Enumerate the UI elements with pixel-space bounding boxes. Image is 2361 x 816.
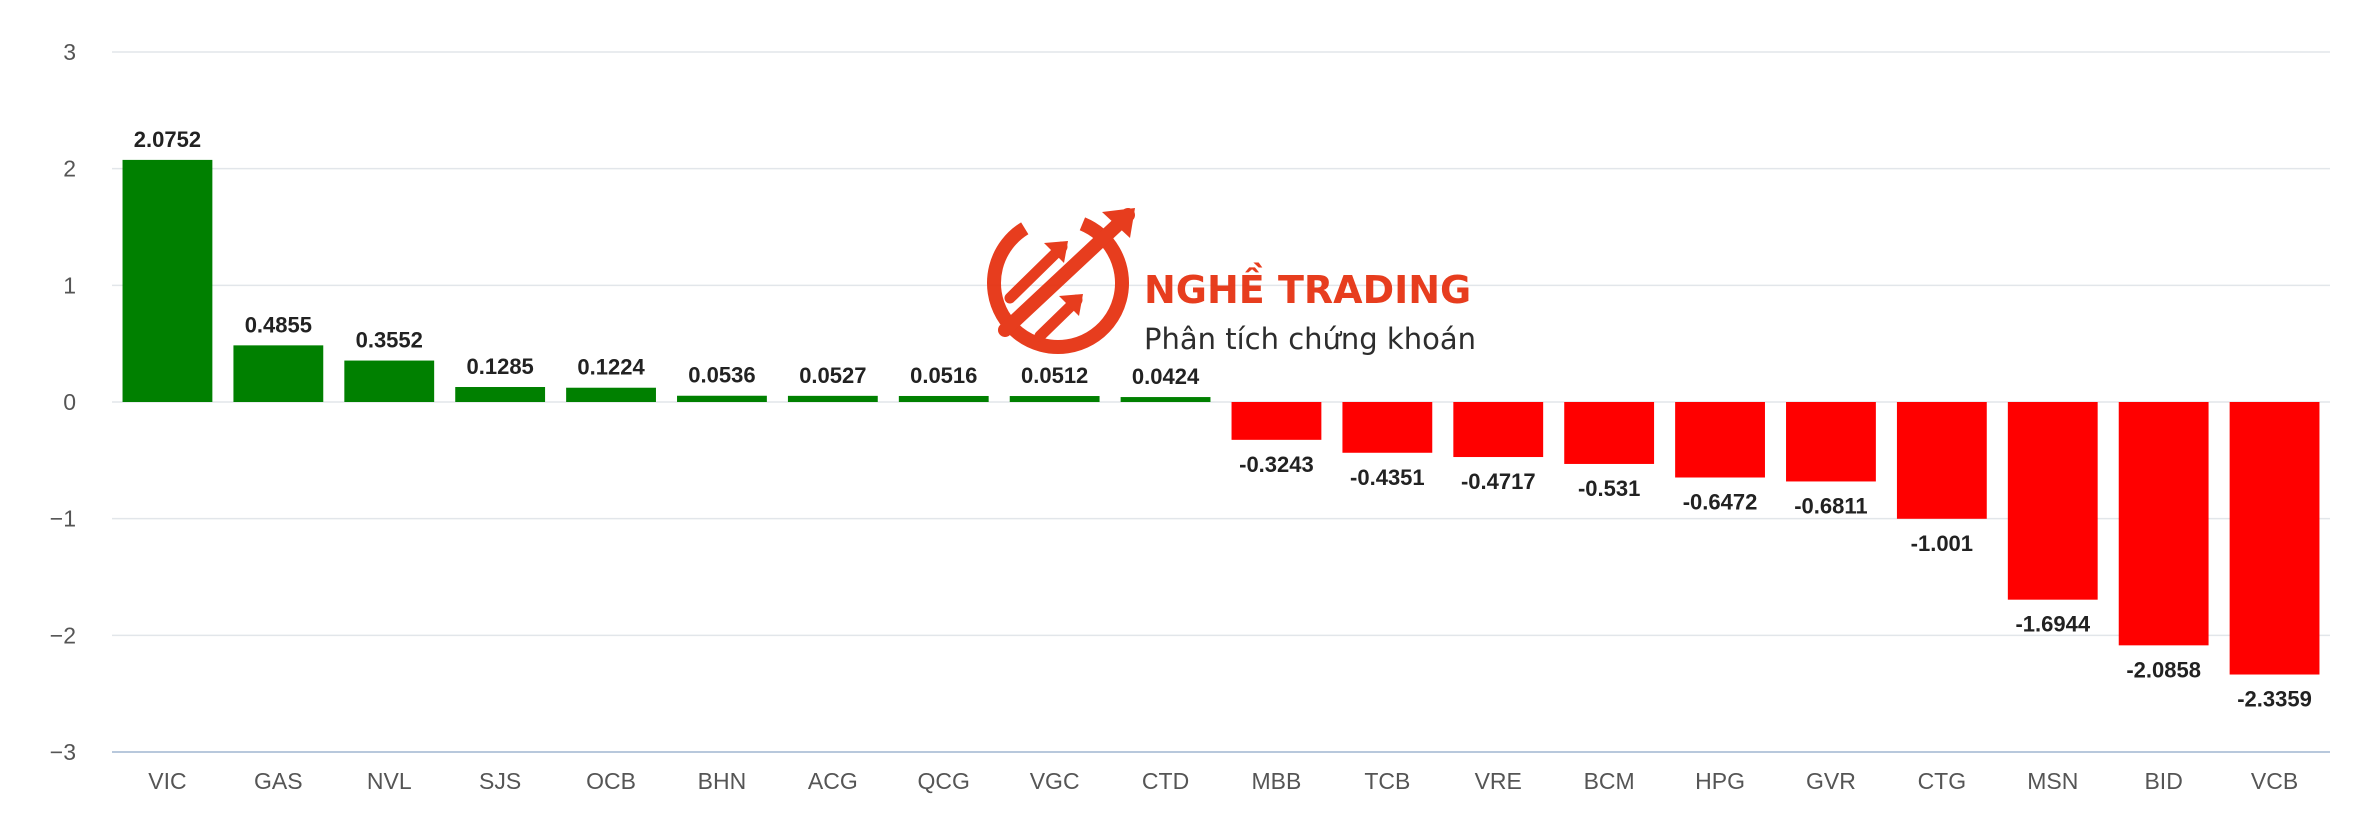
x-category-label: VIC xyxy=(148,768,186,794)
bar-qcg xyxy=(898,395,989,402)
x-category-label: GVR xyxy=(1806,768,1856,794)
data-label: 0.1224 xyxy=(577,355,645,380)
y-tick-label: 2 xyxy=(63,156,76,182)
data-label: -0.531 xyxy=(1578,476,1640,501)
x-category-label: BID xyxy=(2144,768,2182,794)
x-category-label: MBB xyxy=(1252,768,1302,794)
bar-ctg xyxy=(1896,402,1987,519)
y-axis-ticks: 3 2 1 0 −1 −2 −3 xyxy=(50,39,76,765)
x-category-label: CTG xyxy=(1918,768,1967,794)
data-label: -2.0858 xyxy=(2126,657,2201,682)
bar-gas xyxy=(233,345,324,402)
x-category-label: GAS xyxy=(254,768,303,794)
data-label: -2.3359 xyxy=(2237,687,2312,712)
x-category-label: QCG xyxy=(918,768,970,794)
x-category-label: BCM xyxy=(1584,768,1635,794)
data-label: -0.4351 xyxy=(1350,465,1425,490)
x-category-label: SJS xyxy=(479,768,521,794)
bar-acg xyxy=(787,395,878,402)
bar-bhn xyxy=(677,395,767,402)
y-tick-label: 1 xyxy=(63,272,76,298)
watermark-logo: NGHỀ TRADING Phân tích chứng khoán xyxy=(987,208,1476,356)
bar-hpg xyxy=(1675,402,1765,478)
x-category-label: MSN xyxy=(2027,768,2078,794)
y-tick-label: −2 xyxy=(50,622,76,648)
x-category-label: VGC xyxy=(1030,768,1080,794)
bar-bcm xyxy=(1564,402,1655,464)
bar-msn xyxy=(2007,402,2098,600)
data-label: -0.3243 xyxy=(1239,452,1314,477)
x-category-label: VRE xyxy=(1475,768,1522,794)
data-label: -0.6472 xyxy=(1683,490,1758,515)
x-category-label: BHN xyxy=(698,768,747,794)
data-labels: 2.0752 0.4855 0.3552 0.1285 0.1224 0.0536 0.05… xyxy=(134,127,2312,712)
x-category-label: CTD xyxy=(1142,768,1189,794)
data-label: 0.4855 xyxy=(245,312,312,337)
y-tick-label: −1 xyxy=(50,506,76,532)
bar-vic xyxy=(122,159,213,402)
data-label: 0.0536 xyxy=(688,363,755,388)
data-label: 2.0752 xyxy=(134,127,201,152)
bar-ocb xyxy=(566,387,656,402)
y-tick-label: 0 xyxy=(63,389,76,415)
x-category-label: HPG xyxy=(1695,768,1745,794)
data-label: 0.3552 xyxy=(356,328,423,353)
bar-mbb xyxy=(1231,402,1322,440)
x-category-label: TCB xyxy=(1364,768,1410,794)
bars xyxy=(122,159,2320,675)
data-label: -1.001 xyxy=(1911,531,1973,556)
bar-ctd xyxy=(1120,397,1211,402)
x-category-label: ACG xyxy=(808,768,858,794)
bar-tcb xyxy=(1342,402,1433,453)
watermark-brand: NGHỀ TRADING xyxy=(1144,263,1471,312)
data-label: 0.0527 xyxy=(799,363,866,388)
data-label: 0.0516 xyxy=(910,363,977,388)
data-label: 0.1285 xyxy=(467,354,534,379)
bar-vcb xyxy=(2229,402,2320,675)
bar-vgc xyxy=(1009,396,1100,402)
x-category-label: NVL xyxy=(367,768,412,794)
trading-arrows-logo-icon xyxy=(987,208,1135,354)
bar-nvl xyxy=(344,360,435,402)
data-label: -1.6944 xyxy=(2015,612,2090,637)
data-label: 0.0512 xyxy=(1021,363,1088,388)
data-label: -0.4717 xyxy=(1461,469,1536,494)
bar-vre xyxy=(1453,402,1544,458)
bar-sjs xyxy=(455,387,546,402)
bar-bid xyxy=(2118,402,2209,646)
x-category-label: OCB xyxy=(586,768,636,794)
data-label: -0.6811 xyxy=(1794,493,1867,518)
x-category-label: VCB xyxy=(2251,768,2298,794)
y-tick-label: 3 xyxy=(63,39,76,65)
y-tick-label: −3 xyxy=(50,739,76,765)
x-axis-categories: VIC GAS NVL SJS OCB BHN ACG QCG VGC CTD MBB TCB VRE B… xyxy=(148,768,2298,794)
data-label: 0.0424 xyxy=(1132,364,1200,389)
gridlines xyxy=(112,51,2330,753)
watermark-tagline: Phân tích chứng khoán xyxy=(1144,322,1476,356)
bar-gvr xyxy=(1786,402,1876,482)
